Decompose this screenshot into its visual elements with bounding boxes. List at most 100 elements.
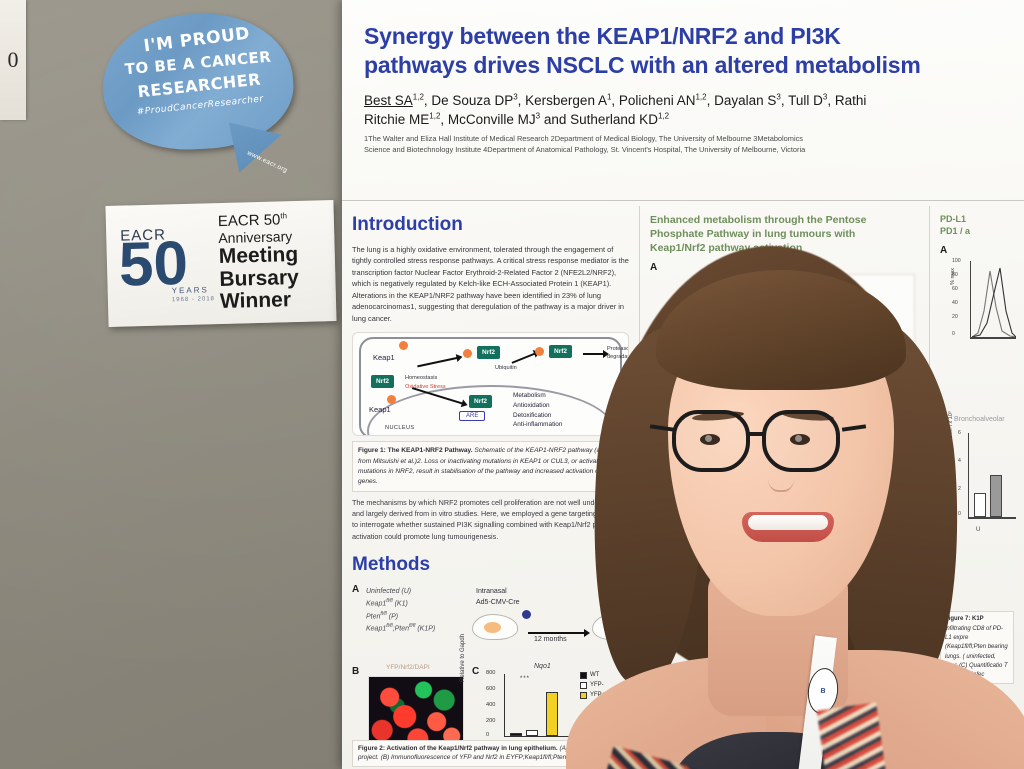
legend-label-wt: WT [590, 672, 600, 679]
pdl1-x-axis [970, 337, 1016, 339]
pdl1-mfi-ytick-6: 6 [958, 430, 961, 437]
poster-authors: Best SA1,2, De Souza DP3, Kersbergen A1,… [364, 91, 1014, 129]
section-heading-pdl1: PD-L1 PD1 / a [940, 214, 1014, 237]
eye-right [790, 434, 810, 445]
genotype-1: Keap1fl/fl (K1) [366, 598, 408, 608]
pdl1-heading-line-1: PD-L1 [940, 214, 967, 224]
nqo1-significance-annotation: *** [520, 675, 531, 682]
mouse-lung-pre [484, 621, 501, 633]
pdl1-mfi-bar-u [974, 493, 986, 518]
pdl1-mfi-ytick-4: 4 [958, 458, 961, 465]
sticker-text: I'M PROUD TO BE A CANCER RESEARCHER #Pro… [100, 9, 297, 154]
conference-badge-label: B [820, 687, 826, 695]
pdl1-mfi-y-axis [968, 433, 970, 518]
nrf2-box-2: Nrf2 [549, 345, 573, 359]
hair-fringe [656, 270, 906, 390]
nucleus-label: NUCLEUS [385, 425, 415, 432]
figure-1-pathway-diagram: Keap1 Nrf2 Ubiquitin Nrf2 Proteasomal de… [352, 332, 629, 437]
panel-c-letter: C [472, 665, 480, 677]
immunofluorescence-image [368, 675, 464, 750]
genotype-3: Keap1fl/fl;Ptenfl/fl (K1P) [366, 623, 436, 633]
pentose-heading-line-2: Phosphate Pathway in lung tumours with [650, 227, 856, 240]
genotype-list: Uninfected (U) Keap1fl/fl (K1) Ptenfl/fl… [366, 586, 435, 635]
eacr-card-text: EACR 50th Anniversary Meeting Bursary Wi… [214, 210, 329, 314]
eye-left [700, 434, 720, 445]
legend-swatch-yfp-pos [580, 691, 587, 699]
nqo1-y-axis [504, 673, 506, 736]
legend-swatch-yfp-neg [580, 681, 587, 689]
nqo1-bar-yfp-pos [546, 691, 558, 736]
nqo1-chart-title: Nqo1 [534, 662, 551, 670]
nrf2-target-functions: Metabolism Antioxidation Detoxification … [513, 391, 562, 429]
nqo1-ytick-400: 400 [486, 701, 496, 708]
nqo1-ytick-800: 800 [486, 669, 496, 676]
ubiquitin-label: Ubiquitin [495, 365, 517, 372]
nqo1-bar-wt [510, 732, 522, 736]
nose [768, 458, 794, 492]
pdl1-histogram-chart: A % max 100 80 60 40 20 0 [940, 241, 1016, 411]
nrf2-box-nuclear: Nrf2 [469, 395, 493, 409]
nrf2-box-3: Nrf2 [371, 375, 395, 389]
treatment-line-2: Ad5-CMV-Cre [476, 598, 520, 606]
eacr-card-line-1-text: EACR 50 [217, 211, 281, 231]
wall-sign-label: 0 [7, 47, 19, 72]
ubiquitin-dot-4 [387, 395, 396, 405]
figure-1-caption-title: Figure 1: The KEAP1-NRF2 Pathway. [358, 447, 473, 455]
eacr-logo-year-range: 1968 - 2018 [171, 296, 216, 304]
pdl1-mfi-ytick-2: 2 [958, 486, 961, 493]
section-heading-introduction: Introduction [352, 214, 463, 235]
nqo1-legend-wt: WT [580, 671, 600, 679]
eacr-logo-number: 50 [118, 228, 189, 300]
nqo1-ytick-600: 600 [486, 685, 496, 692]
eyeglass-bridge [746, 432, 764, 436]
eacr-card-line-3: Meeting Bursary Winner [218, 242, 300, 314]
nqo1-ytick-200: 200 [486, 717, 496, 724]
figure-1-caption-body: Schematic of the KEAP1-NRF2 pathway (ada… [358, 447, 621, 485]
virus-dot-icon [522, 609, 531, 619]
arrow-to-degradation [583, 350, 609, 359]
pdl1-heading-line-2: PD1 / a [940, 225, 971, 236]
nqo1-bar-yfp-neg [526, 729, 538, 736]
pdl1-panel-a-letter: A [940, 245, 948, 257]
keap1-label-bottom: Keap1 [369, 405, 391, 415]
nqo1-y-axis-label: Relative to Gapdh [460, 633, 466, 682]
section-heading-methods: Methods [352, 553, 431, 575]
poster-header: Synergy between the KEAP1/NRF2 and PI3K … [342, 0, 1024, 161]
pdl1-ytick-60: 60 [952, 286, 958, 293]
poster-affiliation-line-1: 1The Walter and Eliza Hall Institute of … [364, 133, 803, 143]
genotype-2: Ptenfl/fl (P) [366, 610, 399, 621]
arrow-timeline [528, 628, 590, 637]
legend-label-yfp-neg: YFP- [590, 682, 604, 689]
ubiquitin-dot-2 [463, 349, 472, 359]
poster-affiliation-line-2: Science and Biotechnology Institute 4Dep… [364, 144, 806, 154]
pdl1-ytick-20: 20 [952, 314, 958, 321]
target-function-0: Metabolism [513, 392, 546, 400]
pdl1-mfi-x-axis [968, 517, 1016, 519]
pdl1-mfi-bar-k1p [990, 475, 1002, 518]
pentose-heading-line-1: Enhanced metabolism through the Pentose [650, 214, 867, 226]
target-function-1: Antioxidation [513, 401, 550, 409]
mouth [742, 512, 834, 542]
wall-sign: 0 [0, 0, 26, 120]
treatment-line-1: Intranasal [476, 587, 507, 595]
poster-authors-line-1: Best SA1,2, De Souza DP3, Kersbergen A1,… [364, 92, 867, 108]
person-in-foreground: B [566, 236, 1024, 769]
genotype-0: Uninfected (U) [366, 587, 412, 595]
figure-7-caption-title: Figure 7: K1P [945, 616, 984, 623]
panel-b-letter: B [352, 665, 360, 677]
pdl1-ytick-0: 0 [952, 331, 955, 338]
legend-swatch-wt [580, 671, 587, 679]
timeline-duration: 12 months [534, 635, 567, 643]
ubiquitin-dot-3 [535, 347, 544, 357]
pdl1-ytick-40: 40 [952, 300, 958, 307]
figure-1-caption: Figure 1: The KEAP1-NRF2 Pathway. Schema… [352, 441, 629, 493]
pentose-panel-a-letter: A [650, 261, 658, 273]
pdl1-density-curves [972, 268, 1016, 338]
are-element-box: ARE [459, 411, 486, 422]
pdl1-mfi-xtick-u: U [976, 527, 981, 534]
poster-title-line-2: pathways drives NSCLC with an altered me… [364, 51, 921, 78]
eacr-bursary-card: EACR 50 YEARS 1968 - 2018 EACR 50th Anni… [105, 200, 337, 327]
eacr-logo: EACR 50 YEARS 1968 - 2018 [114, 209, 217, 321]
teeth [748, 515, 828, 530]
eacr-logo-years: YEARS [171, 285, 209, 296]
